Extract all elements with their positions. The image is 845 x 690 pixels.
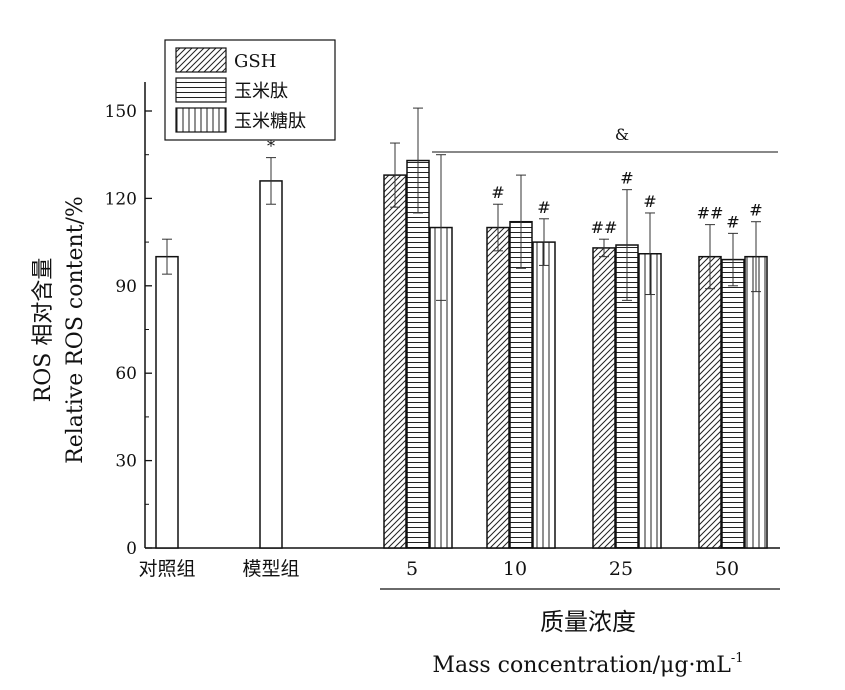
legend-swatch-corn-peptide [175, 77, 227, 103]
treatment-bar [486, 226, 510, 549]
treatment-bar [509, 220, 533, 549]
y-axis-title-cn: ROS 相对含量 [31, 258, 56, 403]
y-axis-ticks: 0 30 60 90 120 150 [105, 102, 152, 559]
y-tick-label: 150 [105, 102, 137, 122]
y-tick-label: 0 [126, 539, 137, 559]
significance-mark: # [643, 192, 656, 211]
treatment-bar [383, 174, 407, 549]
treatment-bar [721, 258, 745, 549]
x-axis-title-en-main: Mass concentration/μg·mL [432, 653, 731, 678]
x-axis-title-en: Mass concentration/μg·mL-1 [432, 651, 743, 678]
treatment-bar [744, 255, 768, 549]
category-label: 对照组 [138, 558, 195, 580]
y-tick-label: 30 [115, 452, 137, 472]
legend-label-corn-glycopeptide: 玉米糖肽 [234, 111, 306, 132]
significance-annotations: *######## ## [267, 137, 763, 238]
x-axis-title-cn: 质量浓度 [540, 608, 636, 636]
treatment-bar [592, 247, 616, 549]
treatment-bar [532, 241, 556, 549]
category-label: 5 [406, 558, 418, 580]
x-axis-title-en-sup: -1 [731, 651, 744, 666]
legend-label-corn-peptide: 玉米肽 [234, 81, 288, 102]
significance-mark: # [749, 201, 762, 220]
treatment-bar [406, 159, 430, 549]
legend-label-gsh: GSH [234, 51, 276, 72]
control-bar [155, 255, 179, 549]
bars [155, 159, 768, 549]
category-labels: 对照组 模型组 5 10 25 50 [138, 558, 739, 580]
significance-mark: # [537, 198, 550, 217]
category-label: 25 [609, 558, 633, 580]
treatment-bar [638, 253, 662, 549]
bracket-annotation: & [615, 125, 629, 144]
y-tick-label: 90 [115, 277, 137, 297]
significance-mark: * [267, 137, 275, 156]
legend: GSH 玉米肽 玉米糖肽 [164, 39, 336, 141]
category-label: 50 [715, 558, 739, 580]
legend-swatch-corn-glycopeptide [175, 107, 227, 133]
treatment-bar [698, 255, 722, 549]
category-label: 10 [503, 558, 527, 580]
significance-mark: # [726, 212, 739, 231]
significance-mark: ## [697, 204, 724, 223]
significance-mark: ## [591, 218, 618, 237]
y-axis-title-en: Relative ROS content/% [63, 196, 88, 464]
category-label: 模型组 [242, 558, 299, 580]
legend-swatch-gsh [175, 47, 227, 73]
y-tick-label: 120 [105, 189, 137, 209]
y-tick-label: 60 [115, 364, 137, 384]
significance-mark: # [620, 169, 633, 188]
significance-mark: # [491, 183, 504, 202]
error-bars [162, 107, 761, 301]
control-bar [259, 180, 283, 549]
